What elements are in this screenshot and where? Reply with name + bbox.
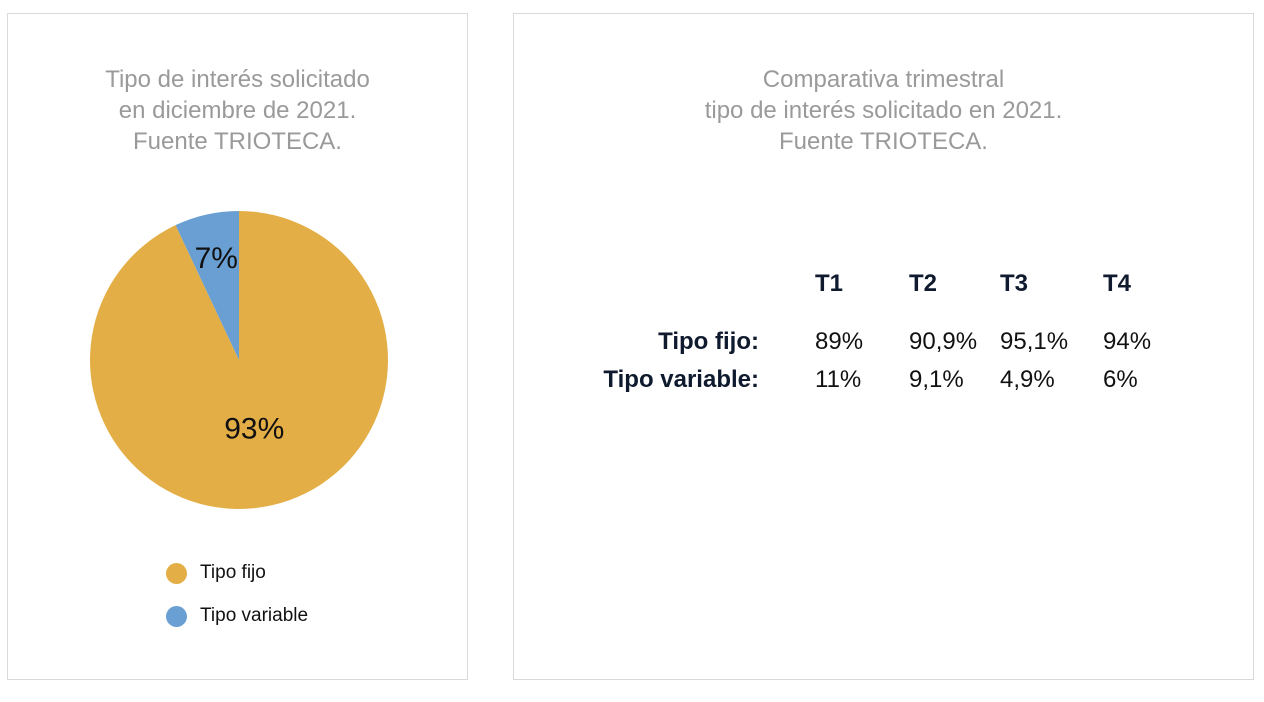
column-header-t2: T2 <box>909 270 938 297</box>
pie-chart: 93% 7% <box>90 211 389 509</box>
cell-tipo-variable-t4: 6% <box>1103 366 1138 393</box>
cell-tipo-fijo-t3: 95,1% <box>1000 328 1069 355</box>
cell-tipo-fijo-t2: 90,9% <box>909 328 978 355</box>
table-title-line-3: Fuente TRIOTECA. <box>779 128 988 155</box>
pie-title-line-2: en diciembre de 2021. <box>118 97 357 124</box>
pie-chart-title: Tipo de interés solicitado en diciembre … <box>8 64 467 157</box>
cell-tipo-fijo-t4: 94% <box>1103 328 1152 355</box>
legend-swatch-tipo-variable <box>166 605 187 627</box>
column-header-t1: T1 <box>815 270 844 297</box>
legend-swatch-tipo-fijo <box>166 562 187 584</box>
pie-title-line-3: Fuente TRIOTECA. <box>133 128 342 155</box>
pie-title-line-1: Tipo de interés solicitado <box>105 66 370 93</box>
pie-slice-label-tipo-fijo: 93% <box>224 412 284 445</box>
table-title-line-2: tipo de interés solicitado en 2021. <box>704 97 1063 124</box>
quarterly-table-panel: Comparativa trimestral tipo de interés s… <box>513 13 1254 680</box>
pie-slice-label-tipo-variable: 7% <box>195 242 238 275</box>
cell-tipo-variable-t2: 9,1% <box>909 366 964 393</box>
legend-label-tipo-fijo: Tipo fijo <box>200 562 266 583</box>
legend-item-tipo-fijo: Tipo fijo <box>166 562 308 584</box>
row-label-tipo-fijo: Tipo fijo: <box>658 328 759 355</box>
pie-chart-panel: Tipo de interés solicitado en diciembre … <box>7 13 468 680</box>
pie-legend: Tipo fijo Tipo variable <box>166 562 308 648</box>
legend-label-tipo-variable: Tipo variable <box>200 605 309 626</box>
cell-tipo-fijo-t1: 89% <box>815 328 864 355</box>
cell-tipo-variable-t3: 4,9% <box>1000 366 1055 393</box>
table-title-line-1: Comparativa trimestral <box>762 66 1005 93</box>
column-header-t4: T4 <box>1103 270 1132 297</box>
table-title: Comparativa trimestral tipo de interés s… <box>514 64 1253 157</box>
row-label-tipo-variable: Tipo variable: <box>603 366 759 393</box>
column-header-t3: T3 <box>1000 270 1029 297</box>
pie-slice-tipo-variable <box>175 211 239 360</box>
cell-tipo-variable-t1: 11% <box>815 366 862 393</box>
pie-slice-tipo-fijo <box>90 211 389 509</box>
legend-item-tipo-variable: Tipo variable <box>166 605 308 627</box>
